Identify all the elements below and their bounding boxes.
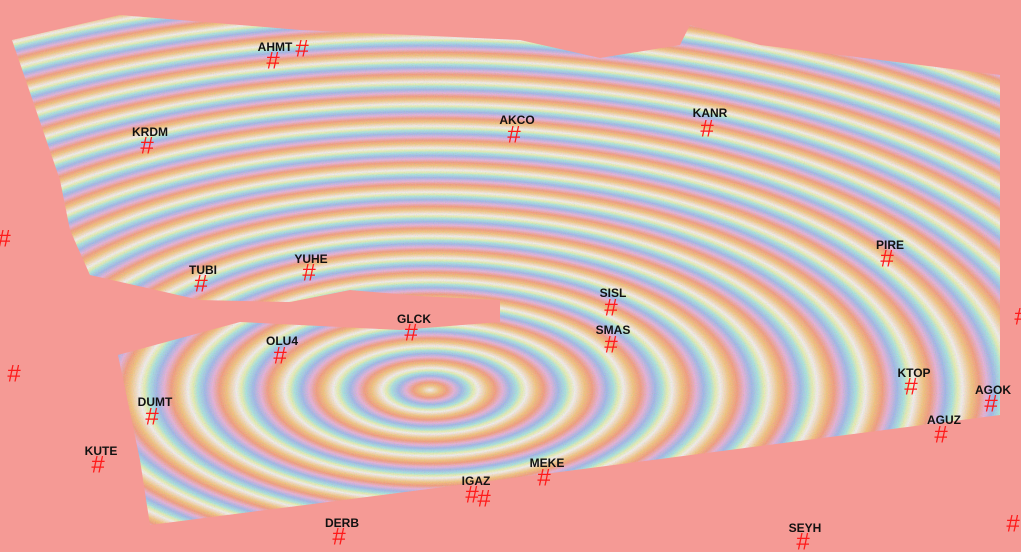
station-label: YUHE	[294, 252, 327, 266]
station-marker: #	[1014, 303, 1021, 330]
station-marker: #	[477, 485, 491, 512]
interferogram-map: ##AHMT#KRDM#AKCO#KANR#PIRE#YUHE#TUBI#SIS…	[0, 0, 1021, 552]
station-label: KRDM	[132, 125, 168, 139]
station-label: TUBI	[189, 263, 217, 277]
station-label: AKCO	[499, 113, 534, 127]
station-label: DERB	[325, 516, 359, 530]
station-marker: #	[1006, 510, 1020, 537]
station-label: MEKE	[530, 456, 565, 470]
station-marker: #	[7, 360, 21, 387]
station-label: AHMT	[258, 40, 293, 54]
station-label: IGAZ	[462, 474, 491, 488]
page: ##AHMT#KRDM#AKCO#KANR#PIRE#YUHE#TUBI#SIS…	[0, 0, 1021, 552]
station-marker: #	[295, 35, 309, 62]
station-label: KUTE	[85, 444, 118, 458]
station-label: SEYH	[789, 521, 822, 535]
station-label: SMAS	[596, 323, 631, 337]
station-label: SISL	[600, 286, 627, 300]
station-label: PIRE	[876, 238, 904, 252]
station-label: AGOK	[975, 383, 1011, 397]
station-label: AGUZ	[927, 413, 961, 427]
station-label: OLU4	[266, 334, 298, 348]
station-label: DUMT	[138, 395, 173, 409]
station-label: KANR	[693, 106, 728, 120]
station-label: GLCK	[397, 312, 431, 326]
station-label: KTOP	[897, 366, 930, 380]
station-marker: #	[0, 225, 11, 252]
